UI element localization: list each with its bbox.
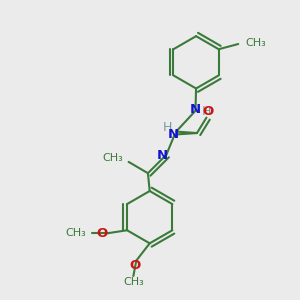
Text: N: N <box>157 149 168 162</box>
Text: H: H <box>202 105 212 118</box>
Text: CH₃: CH₃ <box>103 153 123 163</box>
Text: H: H <box>163 121 172 134</box>
Text: CH₃: CH₃ <box>65 228 86 238</box>
Text: O: O <box>97 227 108 240</box>
Text: CH₃: CH₃ <box>123 277 144 287</box>
Text: CH₃: CH₃ <box>245 38 266 48</box>
Text: N: N <box>168 128 179 141</box>
Text: O: O <box>202 105 213 118</box>
Text: O: O <box>129 260 140 272</box>
Text: N: N <box>190 103 201 116</box>
